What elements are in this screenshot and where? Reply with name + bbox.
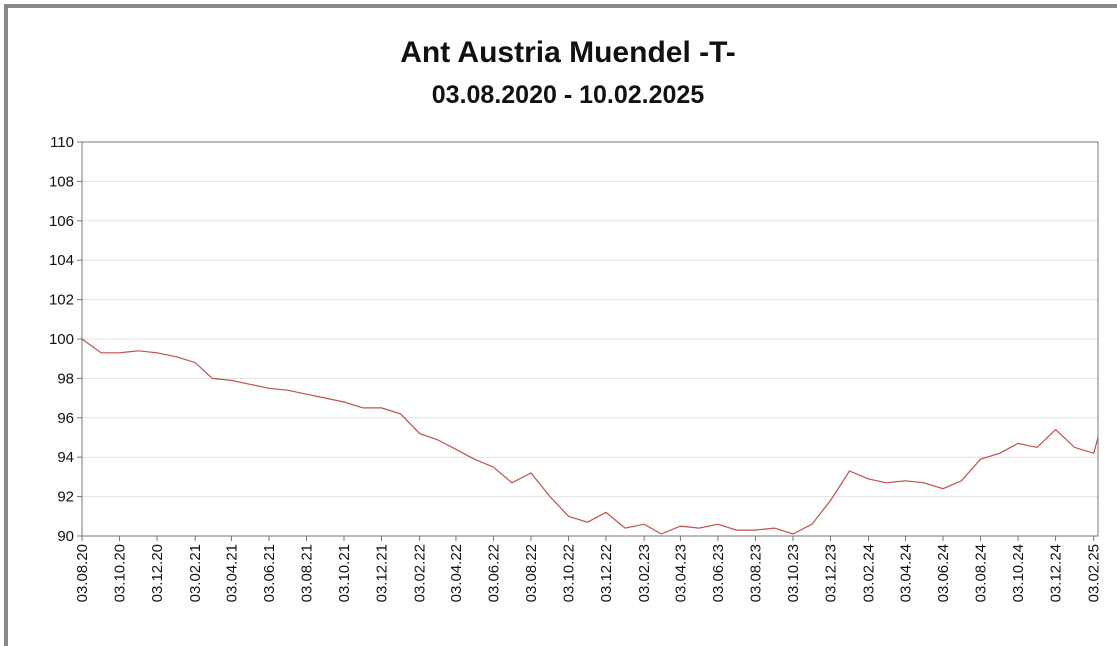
- y-tick-label: 104: [49, 252, 74, 269]
- x-tick-label: 03.02.24: [861, 544, 878, 602]
- x-tick-label: 03.10.22: [560, 544, 577, 602]
- y-tick-label: 102: [49, 292, 74, 309]
- x-tick-label: 03.02.25: [1086, 544, 1103, 602]
- x-tick-label: 03.04.24: [898, 544, 915, 602]
- x-tick-label: 03.08.22: [523, 544, 540, 602]
- x-tick-label: 03.10.21: [336, 544, 353, 602]
- y-tick-label: 108: [49, 173, 74, 190]
- y-tick-label: 100: [49, 331, 74, 348]
- x-tick-label: 03.08.23: [747, 544, 764, 602]
- y-tick-label: 110: [50, 134, 74, 151]
- x-tick-label: 03.06.22: [485, 544, 502, 602]
- line: [81, 338, 1099, 535]
- y-tick-label: 94: [57, 449, 74, 466]
- chart-title: Ant Austria Muendel -T-: [400, 36, 736, 69]
- x-tick-label: 03.08.20: [74, 544, 91, 602]
- x-tick-label: 03.12.21: [374, 544, 391, 602]
- y-tick-label: 98: [57, 370, 74, 387]
- chart-subtitle: 03.08.2020 - 10.02.2025: [432, 81, 705, 109]
- x-tick-label: 03.06.21: [261, 544, 278, 602]
- y-tick-label: 92: [57, 489, 74, 506]
- x-tick-label: 03.02.23: [636, 544, 653, 602]
- x-tick-label: 03.02.21: [187, 544, 204, 602]
- x-tick-label: 03.12.20: [149, 544, 166, 602]
- x-tick-label: 03.04.21: [223, 544, 240, 602]
- y-tick-label: 90: [57, 528, 74, 545]
- y-tick-label: 106: [49, 213, 74, 230]
- x-tick-label: 03.06.23: [710, 544, 727, 602]
- x-tick-label: 03.10.20: [112, 544, 129, 602]
- x-tick-label: 03.12.23: [822, 544, 839, 602]
- x-tick-label: 03.12.22: [598, 544, 615, 602]
- x-tick-label: 03.02.22: [412, 544, 429, 602]
- x-tick-label: 03.04.23: [672, 544, 689, 602]
- x-tick-label: 03.10.24: [1010, 544, 1027, 602]
- x-tick-label: 03.06.24: [935, 544, 952, 602]
- x-tick-label: 03.04.22: [448, 544, 465, 602]
- y-tick-label: 96: [57, 410, 74, 427]
- x-tick-label: 03.08.24: [973, 544, 990, 602]
- x-tick-label: 03.10.23: [785, 544, 802, 602]
- x-tick-label: 03.12.24: [1048, 544, 1065, 602]
- x-tick-label: 03.08.21: [298, 544, 315, 602]
